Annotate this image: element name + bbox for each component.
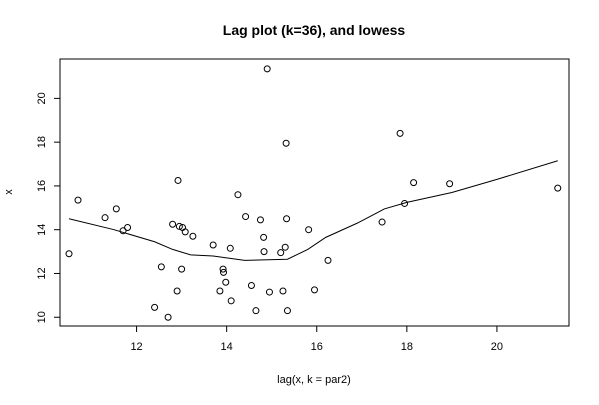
data-point xyxy=(119,227,127,235)
data-point xyxy=(263,65,271,73)
data-point xyxy=(216,287,224,295)
data-point xyxy=(178,265,186,273)
data-point xyxy=(226,244,234,252)
y-tick-label: 20 xyxy=(36,92,48,104)
x-tick-label: 18 xyxy=(401,341,413,353)
x-axis: 12 14 16 18 20 xyxy=(130,325,503,353)
chart-title: Lag plot (k=36), and lowess xyxy=(223,22,406,38)
data-point xyxy=(396,129,404,137)
data-point xyxy=(311,286,318,294)
data-point xyxy=(260,248,268,256)
lowess-line xyxy=(68,160,558,261)
data-point xyxy=(157,263,165,271)
points-layer xyxy=(65,65,562,321)
x-tick-label: 20 xyxy=(491,341,503,353)
y-tick-label: 16 xyxy=(36,180,48,192)
data-point xyxy=(65,250,73,258)
data-point xyxy=(260,233,268,241)
data-point xyxy=(446,180,454,188)
data-point xyxy=(151,303,159,311)
data-point xyxy=(124,224,132,232)
y-tick-label: 12 xyxy=(36,267,48,279)
data-point xyxy=(279,287,287,295)
y-tick-label: 14 xyxy=(36,224,48,236)
data-point xyxy=(112,205,120,213)
data-point xyxy=(101,214,109,222)
data-point xyxy=(174,176,182,184)
plot-frame xyxy=(59,58,570,327)
data-point xyxy=(189,232,197,240)
data-point xyxy=(164,313,172,321)
x-tick-label: 14 xyxy=(221,341,233,353)
data-point xyxy=(554,184,562,192)
data-point xyxy=(209,241,217,249)
data-point xyxy=(74,196,82,204)
data-point xyxy=(283,215,291,223)
data-point xyxy=(277,249,285,257)
data-point xyxy=(401,199,409,207)
data-point xyxy=(242,213,250,221)
y-axis: 10 12 14 16 18 20 xyxy=(36,92,61,323)
x-tick-label: 16 xyxy=(311,341,323,353)
lowess-layer xyxy=(68,160,558,261)
data-point xyxy=(220,268,228,276)
y-axis-label: x xyxy=(3,189,15,195)
data-point xyxy=(256,216,264,224)
x-tick-label: 12 xyxy=(130,341,142,353)
data-point xyxy=(265,288,273,296)
data-point xyxy=(173,287,181,295)
data-point xyxy=(283,307,291,315)
data-point xyxy=(227,297,235,305)
data-point xyxy=(252,307,260,315)
data-point xyxy=(181,228,189,236)
data-point xyxy=(378,218,386,226)
data-point xyxy=(175,222,183,230)
data-point xyxy=(169,220,177,228)
data-point xyxy=(222,278,230,286)
data-point xyxy=(281,243,289,251)
data-point xyxy=(234,191,242,199)
data-point xyxy=(410,179,418,187)
data-point xyxy=(324,256,332,264)
data-point xyxy=(305,226,313,234)
data-point xyxy=(219,265,227,273)
data-point xyxy=(247,282,255,290)
data-point xyxy=(282,139,290,147)
x-axis-label: lag(x, k = par2) xyxy=(277,374,351,386)
y-tick-label: 10 xyxy=(36,311,48,323)
y-tick-label: 18 xyxy=(36,136,48,148)
